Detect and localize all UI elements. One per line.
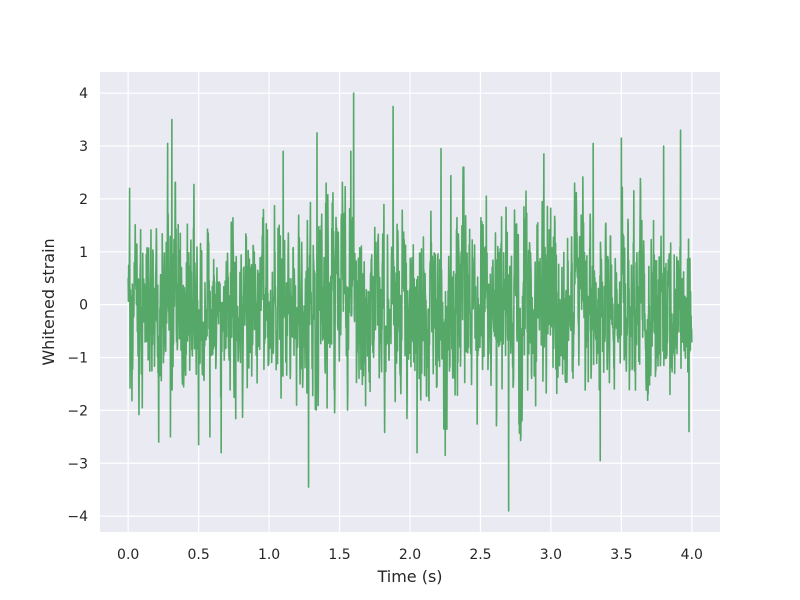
y-tick-label: 2 [79,192,88,208]
x-tick-label: 1.5 [328,547,350,563]
x-tick-label: 2.5 [469,547,491,563]
x-tick-label: 3.5 [610,547,632,563]
y-tick-label: −4 [67,509,88,525]
x-tick-label: 2.0 [399,547,421,563]
x-tick-label: 3.0 [540,547,562,563]
y-tick-label: −2 [67,403,88,419]
x-tick-label: 1.0 [258,547,280,563]
series-line [127,92,693,512]
x-tick-label: 0.5 [188,547,210,563]
y-tick-label: −3 [67,456,88,472]
x-tick-label: 0.0 [117,547,139,563]
y-tick-label: −1 [67,351,88,367]
y-tick-label: 3 [79,139,88,155]
tick-labels: 0.0 0.5 1.0 1.5 2.0 2.5 3.0 3.5 4.0 −4 −3 −2 −1 0 1 2 3 4 [67,86,703,563]
x-axis-label: Time (s) [376,567,442,586]
y-tick-label: 0 [79,298,88,314]
x-tick-label: 4.0 [681,547,703,563]
y-tick-label: 1 [79,245,88,261]
y-tick-label: 4 [79,86,88,102]
y-axis-label: Whitened strain [39,238,58,365]
series-layer [127,92,693,512]
